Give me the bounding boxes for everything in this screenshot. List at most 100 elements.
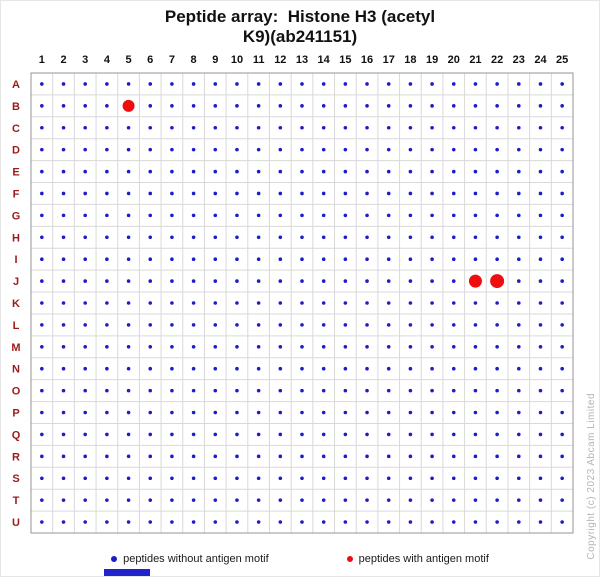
spot-without-motif [235,191,239,196]
spot-without-motif [538,191,543,196]
spot-without-motif [473,147,478,152]
peptide-grid: 1 2 3 4 5 6 7 8 9 10 11 12 13 14 15 16 17 18 19 20 21 22 23 24 2… [11,54,574,534]
spot-without-motif [473,104,478,108]
row-label: H [12,232,20,244]
spot-without-motif [126,323,131,327]
spot-without-motif [256,82,261,86]
spot-without-motif [170,147,174,152]
spot-without-motif [517,410,521,415]
spot-without-motif [278,345,283,349]
spot-without-motif [126,345,131,349]
spot-without-motif [191,498,196,502]
spot-without-motif [148,169,153,174]
spot-without-motif [61,147,66,152]
spot-without-motif [560,169,564,174]
spot-without-motif [191,125,196,130]
spot-without-motif [191,104,196,108]
spot-without-motif [300,169,304,174]
column-label: 20 [448,54,460,66]
spot-without-motif [495,498,499,502]
spot-without-motif [148,410,153,415]
spot-without-motif [408,191,413,196]
spot-without-motif [300,498,304,502]
spot-without-motif [538,323,543,327]
spot-without-motif [83,82,87,86]
spot-without-motif [235,366,239,371]
spot-without-motif [451,169,456,174]
spot-without-motif [495,169,499,174]
spot-without-motif [408,147,413,152]
spot-without-motif [213,388,218,393]
spot-without-motif [495,432,499,437]
spot-without-motif [517,366,521,371]
spot-without-motif [517,213,521,218]
spot-without-motif [256,191,261,196]
spot-without-motif [256,104,261,108]
spot-without-motif [473,323,478,327]
spot-without-motif [451,323,456,327]
spot-without-motif [343,388,348,393]
spot-without-motif [300,476,304,481]
spot-without-motif [365,345,369,349]
spot-without-motif [560,454,564,459]
spot-without-motif [343,147,348,152]
spot-without-motif [256,454,261,459]
spot-without-motif [61,323,66,327]
spot-without-motif [473,476,478,481]
spot-without-motif [105,169,109,174]
spot-without-motif [191,410,196,415]
spot-without-motif [300,454,304,459]
spot-without-motif [61,498,66,502]
spot-without-motif [278,82,283,86]
spot-without-motif [105,454,109,459]
column-label: 8 [191,54,197,66]
spot-without-motif [365,191,369,196]
spot-without-motif [451,410,456,415]
column-label: 5 [125,54,131,66]
spot-without-motif [191,235,196,240]
spot-without-motif [560,498,564,502]
spot-without-motif [386,476,391,481]
row-label: D [12,145,20,157]
legend-item-with-motif: peptides with antigen motif [346,553,489,565]
spot-without-motif [495,410,499,415]
spot-without-motif [278,454,283,459]
spot-without-motif [495,454,499,459]
column-label: 22 [491,54,503,66]
spot-without-motif [40,432,44,437]
spot-without-motif [343,169,348,174]
spot-without-motif [278,301,283,305]
spot-without-motif [213,345,218,349]
spot-without-motif [451,498,456,502]
spot-without-motif [386,432,391,437]
spot-without-motif [300,323,304,327]
spot-without-motif [321,169,326,174]
spot-without-motif [321,366,326,371]
spot-without-motif [235,279,239,283]
spot-without-motif [538,345,543,349]
spot-without-motif [473,169,478,174]
spot-without-motif [235,257,239,261]
spot-without-motif [83,257,87,261]
column-label: 15 [339,54,351,66]
spot-without-motif [343,454,348,459]
spot-without-motif [148,147,153,152]
spot-without-motif [408,345,413,349]
spot-without-motif [235,432,239,437]
spot-without-motif [386,235,391,240]
spot-without-motif [83,279,87,283]
spot-without-motif [517,279,521,283]
spot-without-motif [40,323,44,327]
spot-without-motif [170,345,174,349]
spot-without-motif [343,323,348,327]
spot-without-motif [256,432,261,437]
spot-without-motif [560,213,564,218]
spot-without-motif [105,257,109,261]
spot-without-motif [321,345,326,349]
spot-without-motif [191,388,196,393]
spot-without-motif [40,454,44,459]
spot-without-motif [235,125,239,130]
spot-without-motif [365,279,369,283]
spot-without-motif [191,476,196,481]
spot-without-motif [430,520,434,524]
